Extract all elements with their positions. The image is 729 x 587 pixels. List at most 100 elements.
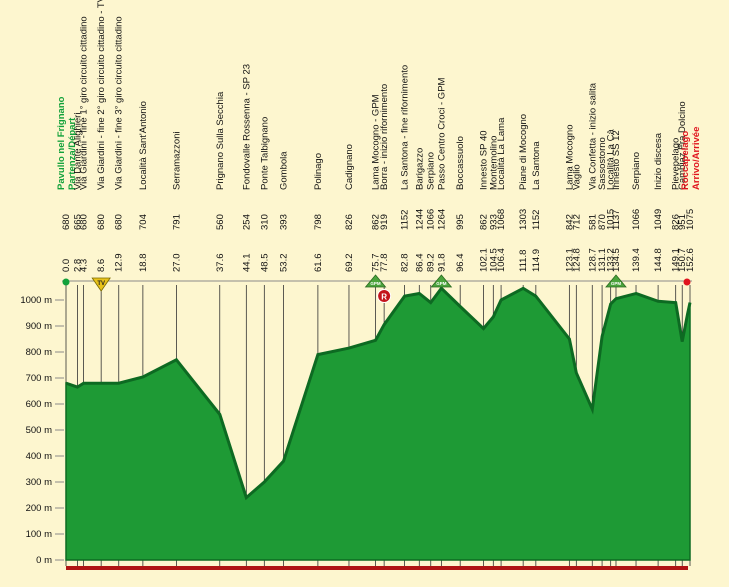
y-tick-label: 600 m [26, 399, 52, 410]
point-name: Vaglio [571, 164, 582, 190]
point-km: 61.6 [313, 254, 324, 273]
point-name: Innesto SP 40 [479, 130, 490, 190]
point-name: Passo Centro Croci - GPM [436, 77, 447, 190]
point-name: Località La Cà [606, 129, 617, 190]
point-name: Roccapelago [680, 131, 691, 190]
point-name: Serpiano [426, 152, 437, 190]
point-km: 104.5 [488, 248, 499, 272]
point-altitude: 870 [597, 214, 608, 230]
start-dot [62, 278, 70, 286]
point-name: Lama Mocogno - GPM [371, 94, 382, 190]
point-km: 114.9 [531, 249, 542, 272]
km-strip [66, 566, 688, 570]
point-name: Serramazzoni [171, 131, 182, 190]
point-altitude: 1264 [436, 209, 447, 230]
point-name: Fondovalle Rossenna - SP 23 [241, 64, 252, 190]
point-altitude: 680 [114, 214, 125, 230]
point-name: Sassostorno [597, 137, 608, 190]
point-altitude: 1049 [653, 209, 664, 230]
tv-marker-label: TV [97, 281, 105, 287]
point-km: 2.8 [72, 259, 83, 272]
point-km: 27.0 [171, 254, 182, 273]
point-km: 106.4 [496, 248, 507, 272]
point-altitude: 1244 [414, 209, 425, 230]
gpm-marker [605, 274, 627, 288]
point-km: 89.2 [426, 254, 437, 273]
gpm-marker [364, 274, 387, 288]
point-altitude: 951 [677, 214, 688, 230]
point-name: La Santona - fine rifornimento [400, 65, 411, 190]
point-altitude: 1015 [606, 209, 617, 230]
tv-marker [91, 277, 111, 292]
point-km: 150.7 [677, 248, 688, 272]
y-axis: 0 m 100 m 200 m 300 m 400 m 500 m 600 m 700 m 80… [20, 280, 692, 566]
point-name: Via Giardini - fine 1° giro circuito cit… [79, 16, 90, 190]
point-name: Via Giardini - fine 3° giro circuito cit… [114, 16, 125, 190]
markers: TV GPM GPM GPM R [62, 274, 691, 303]
point-altitude: 995 [455, 214, 466, 230]
point-altitude: 680 [96, 214, 107, 230]
point-name: Ponte Talbignano [259, 117, 270, 190]
point-km: 12.9 [114, 254, 125, 273]
point-altitude: 581 [587, 214, 598, 230]
point-name: Serpiano [631, 152, 642, 190]
point-km: 82.8 [400, 254, 411, 273]
point-altitude: 862 [371, 214, 382, 230]
y-tick-label: 400 m [26, 451, 52, 462]
point-altitude: 680 [61, 214, 72, 230]
y-tick-label: 0 m [36, 555, 52, 566]
point-name-secondary: Partenza/Départ [67, 117, 78, 190]
point-altitude: 919 [379, 214, 390, 230]
point-name: Innesto SS 12 [611, 130, 622, 190]
point-altitude: 798 [313, 214, 324, 230]
point-name: Cadignano [344, 144, 355, 190]
point-km: 111.8 [518, 250, 529, 272]
point-altitude: 1075 [685, 209, 696, 230]
point-name: Gombola [279, 151, 290, 190]
point-name: Prignano Sulla Secchia [215, 91, 226, 190]
point-km: 123.1 [564, 248, 575, 272]
point-altitude: 826 [344, 214, 355, 230]
point-km: 48.5 [259, 254, 270, 273]
point-altitude: 680 [79, 214, 90, 230]
point-altitude: 862 [479, 214, 490, 230]
y-tick-label: 200 m [26, 503, 52, 514]
point-km: 53.2 [279, 254, 290, 273]
feed-zone-label: R [381, 293, 387, 302]
y-tick-label: 800 m [26, 347, 52, 358]
point-name: Località La Lama [496, 117, 507, 190]
point-km: 75.7 [371, 254, 382, 273]
point-km: 37.6 [215, 254, 226, 273]
point-name: Lama Mocogno [564, 125, 575, 190]
point-km: 139.4 [631, 248, 642, 272]
point-km: 18.8 [138, 254, 149, 273]
point-altitude: 791 [171, 214, 182, 230]
point-name: Barigazzo [414, 148, 425, 190]
gpm-marker-label: GPM [436, 281, 447, 286]
point-altitude: 1152 [400, 210, 411, 230]
y-tick-label: 300 m [26, 477, 52, 488]
point-km: 77.8 [379, 254, 390, 273]
point-altitude: 310 [259, 214, 270, 230]
point-km: 144.8 [653, 248, 664, 272]
point-name: Pavullo nel Frignano [56, 96, 67, 190]
point-km: 128.7 [587, 248, 598, 272]
elevation-area [65, 287, 691, 561]
point-name: Via Giardini - fine 2° giro circuito cit… [96, 0, 107, 190]
point-altitude: 704 [138, 214, 149, 230]
point-altitude: 712 [571, 214, 582, 230]
point-name: Località Sant'Antonio [138, 101, 149, 190]
y-tick-label: 1000 m [20, 295, 52, 306]
y-tick-label: 900 m [26, 321, 52, 332]
profile-area [65, 286, 692, 561]
point-km: 133.2 [606, 248, 617, 272]
y-tick-label: 100 m [26, 529, 52, 540]
point-km: 69.2 [344, 254, 355, 273]
point-altitude: 254 [241, 214, 252, 230]
point-name: Borra - inizio rifornimento [379, 84, 390, 190]
gpm-marker [430, 274, 453, 288]
y-tick-label: 700 m [26, 373, 52, 384]
point-km: 124.8 [571, 248, 582, 272]
point-altitude: 665 [72, 214, 83, 230]
